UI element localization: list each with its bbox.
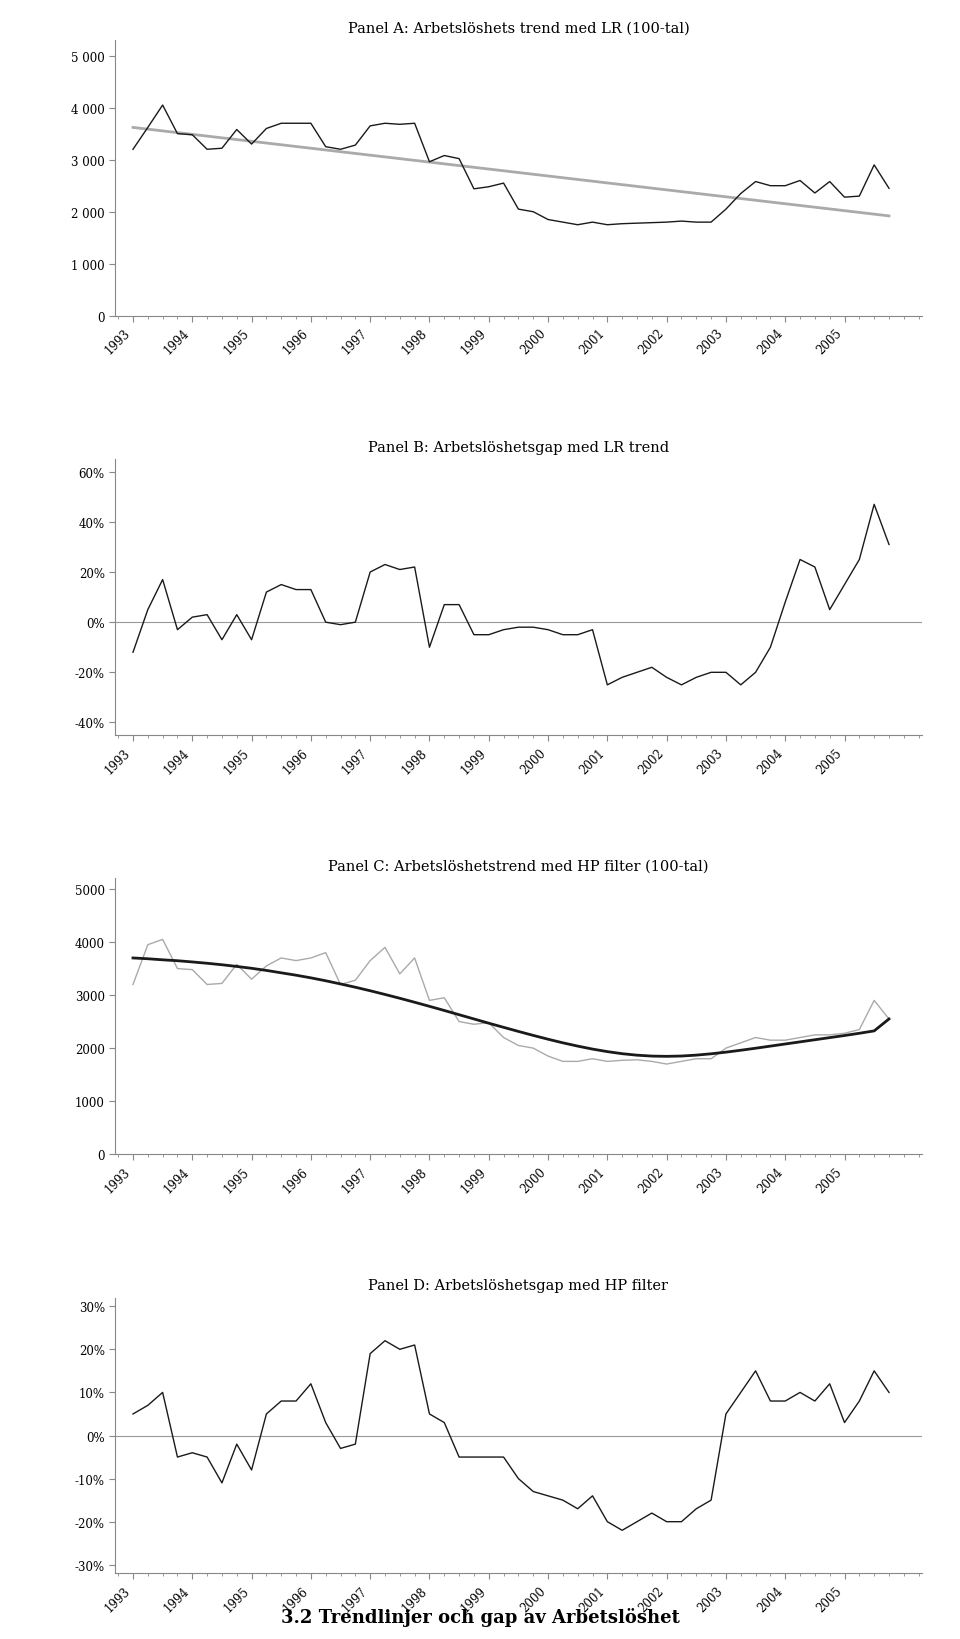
Title: Panel C: Arbetslöshetstrend med HP filter (100-tal): Panel C: Arbetslöshetstrend med HP filte… <box>328 859 708 874</box>
Title: Panel A: Arbetslöshets trend med LR (100-tal): Panel A: Arbetslöshets trend med LR (100… <box>348 21 689 36</box>
Text: 3.2 Trendlinjer och gap av Arbetslöshet: 3.2 Trendlinjer och gap av Arbetslöshet <box>280 1606 680 1626</box>
Title: Panel B: Arbetslöshetsgap med LR trend: Panel B: Arbetslöshetsgap med LR trend <box>368 441 669 454</box>
Title: Panel D: Arbetslöshetsgap med HP filter: Panel D: Arbetslöshetsgap med HP filter <box>369 1278 668 1293</box>
